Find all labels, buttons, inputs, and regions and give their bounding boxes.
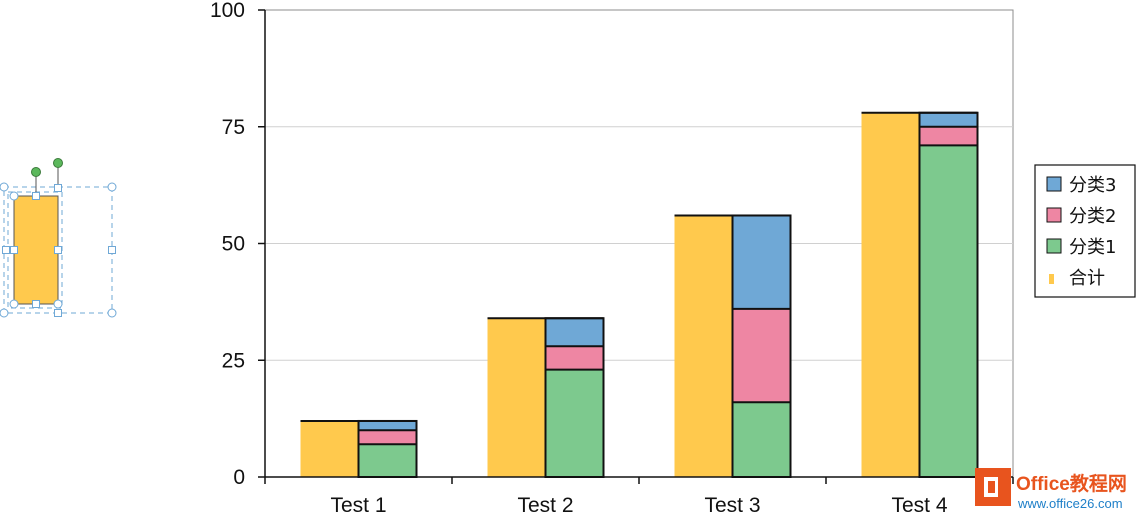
watermark-url: www.office26.com [1017,496,1123,511]
rotate-handle[interactable] [53,158,63,168]
corner-handle[interactable] [107,182,117,192]
x-tick-label: Test 4 [891,494,947,517]
resize-handle[interactable] [10,246,18,254]
legend-label: 合计 [1069,268,1105,289]
legend-swatch [1046,176,1062,192]
resize-handle[interactable] [54,309,62,317]
bar-total-2 [487,318,546,477]
y-tick-label: 50 [222,233,245,256]
bar-分类2-1 [358,430,417,445]
legend-swatch [1046,207,1062,223]
resize-handle[interactable] [2,246,10,254]
y-tick-label: 75 [222,116,245,139]
resize-handle[interactable] [54,246,62,254]
resize-handle[interactable] [54,184,62,192]
legend: 分类3 分类2 分类1 合计 [1034,164,1136,298]
bar-分类2-3 [732,308,791,403]
legend-label: 分类2 [1069,206,1116,227]
y-tick-label: 0 [233,466,245,489]
legend-label: 分类1 [1069,237,1116,258]
bar-total-1 [300,420,359,477]
corner-handle[interactable] [9,299,19,309]
selected-rectangle-shape[interactable] [13,195,59,305]
legend-swatch [1046,238,1062,254]
resize-handle[interactable] [32,192,40,200]
watermark-brand: Office教程网 [1016,472,1127,495]
bar-分类1-4 [919,145,978,477]
rotate-handle[interactable] [31,167,41,177]
resize-handle[interactable] [108,246,116,254]
bar-分类1-3 [732,402,791,477]
corner-handle[interactable] [53,299,63,309]
bar-total-3 [674,215,733,478]
resize-handle[interactable] [32,300,40,308]
axes: 0 25 50 75 100 Test 1 Test 2 Test 3 Test 4 [210,0,1014,517]
bar-分类3-2 [545,318,604,347]
selected-shape-preview[interactable] [0,158,117,318]
bar-total-4 [861,112,920,478]
corner-handle[interactable] [0,308,9,318]
bar-分类3-3 [732,215,791,309]
bar-分类2-2 [545,346,604,370]
bar-分类2-4 [919,126,978,146]
corner-handle[interactable] [107,308,117,318]
y-tick-label: 100 [210,0,245,22]
bar-分类3-4 [919,112,978,127]
corner-handle[interactable] [0,182,9,192]
legend-label: 分类3 [1069,175,1116,196]
corner-handle[interactable] [9,191,19,201]
x-tick-label: Test 1 [330,494,386,517]
bar-分类3-1 [358,420,417,431]
office-logo-core [988,481,995,493]
bar-分类1-1 [358,444,417,477]
y-tick-label: 25 [222,349,245,372]
x-tick-label: Test 2 [517,494,573,517]
x-tick-label: Test 3 [704,494,760,517]
bar-分类1-2 [545,369,604,477]
legend-swatch [1049,274,1054,284]
